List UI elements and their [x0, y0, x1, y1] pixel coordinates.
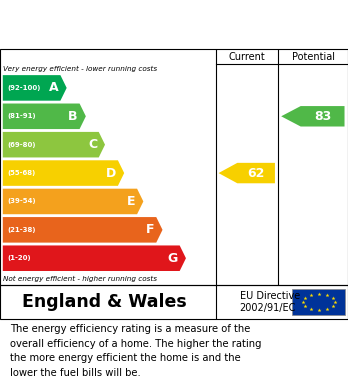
Text: 62: 62 — [247, 167, 265, 179]
Text: G: G — [168, 252, 178, 265]
Polygon shape — [281, 106, 345, 127]
Text: C: C — [88, 138, 97, 151]
Text: D: D — [106, 167, 116, 179]
Text: (55-68): (55-68) — [7, 170, 35, 176]
Polygon shape — [3, 104, 86, 129]
Text: (39-54): (39-54) — [7, 199, 35, 204]
Text: Very energy efficient - lower running costs: Very energy efficient - lower running co… — [3, 66, 158, 72]
Polygon shape — [3, 246, 186, 271]
Text: 83: 83 — [314, 110, 331, 123]
Text: A: A — [49, 81, 59, 94]
Text: F: F — [146, 223, 155, 236]
Text: (21-38): (21-38) — [7, 227, 35, 233]
Text: Energy Efficiency Rating: Energy Efficiency Rating — [10, 15, 239, 34]
Polygon shape — [219, 163, 275, 183]
Bar — [292, 289, 345, 315]
Polygon shape — [3, 132, 105, 158]
Text: (1-20): (1-20) — [7, 255, 31, 261]
Text: E: E — [127, 195, 135, 208]
Text: England & Wales: England & Wales — [22, 293, 186, 311]
Polygon shape — [3, 189, 143, 214]
Text: EU Directive
2002/91/EC: EU Directive 2002/91/EC — [239, 291, 300, 313]
Text: (69-80): (69-80) — [7, 142, 35, 148]
Text: The energy efficiency rating is a measure of the
overall efficiency of a home. T: The energy efficiency rating is a measur… — [10, 325, 262, 378]
Text: Current: Current — [229, 52, 266, 61]
Polygon shape — [3, 75, 67, 100]
Polygon shape — [3, 217, 163, 242]
Text: Potential: Potential — [292, 52, 335, 61]
Polygon shape — [3, 160, 124, 186]
Text: (81-91): (81-91) — [7, 113, 35, 119]
Text: (92-100): (92-100) — [7, 85, 40, 91]
Text: Not energy efficient - higher running costs: Not energy efficient - higher running co… — [3, 276, 158, 282]
Text: B: B — [68, 110, 78, 123]
